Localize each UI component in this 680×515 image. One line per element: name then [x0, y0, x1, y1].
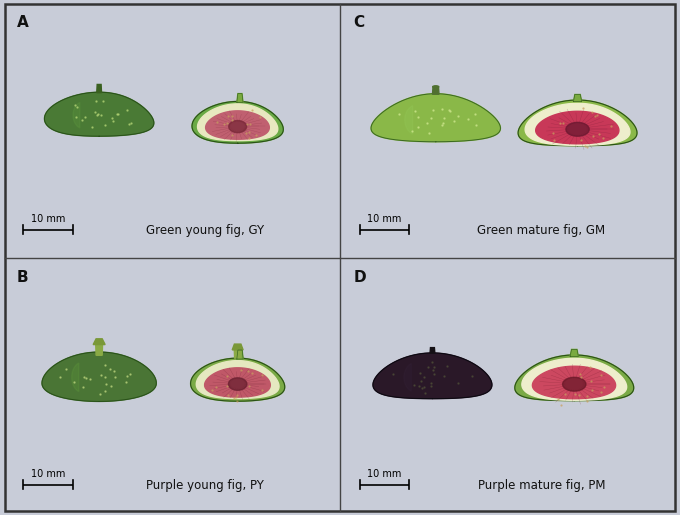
Polygon shape	[234, 348, 241, 358]
Text: Green mature fig, GM: Green mature fig, GM	[477, 225, 605, 237]
Polygon shape	[430, 348, 435, 353]
Polygon shape	[44, 92, 154, 136]
Polygon shape	[573, 94, 581, 101]
Polygon shape	[232, 344, 243, 350]
Polygon shape	[205, 368, 271, 397]
Text: Purple: Purple	[23, 474, 28, 475]
Text: D: D	[354, 270, 366, 285]
Text: Purple mature fig, PM: Purple mature fig, PM	[477, 479, 605, 492]
Ellipse shape	[432, 86, 439, 88]
Text: Green young fig, GY: Green young fig, GY	[146, 225, 264, 237]
Polygon shape	[190, 358, 285, 401]
Polygon shape	[237, 94, 243, 102]
Polygon shape	[237, 350, 243, 359]
Polygon shape	[228, 121, 247, 133]
Polygon shape	[371, 94, 500, 142]
Polygon shape	[570, 349, 579, 356]
Polygon shape	[373, 353, 492, 399]
Text: 10 mm: 10 mm	[31, 214, 65, 224]
Polygon shape	[404, 364, 411, 391]
Polygon shape	[205, 111, 269, 139]
Text: B: B	[17, 270, 29, 285]
Polygon shape	[197, 360, 279, 399]
Polygon shape	[536, 111, 619, 144]
Text: Green: Green	[23, 219, 28, 220]
Text: Purple: Purple	[360, 474, 364, 475]
Polygon shape	[192, 101, 284, 143]
Polygon shape	[93, 339, 105, 345]
Polygon shape	[228, 378, 247, 390]
Polygon shape	[532, 366, 615, 399]
Polygon shape	[432, 87, 439, 94]
Polygon shape	[97, 84, 101, 93]
Polygon shape	[198, 104, 277, 141]
Text: 10 mm: 10 mm	[31, 469, 65, 478]
Polygon shape	[73, 102, 80, 128]
Text: Purple young fig, PY: Purple young fig, PY	[146, 479, 264, 492]
Polygon shape	[562, 377, 586, 391]
Polygon shape	[515, 355, 634, 401]
Text: C: C	[354, 15, 364, 30]
Polygon shape	[518, 100, 637, 146]
Polygon shape	[525, 104, 630, 145]
Polygon shape	[96, 342, 103, 355]
Text: Green: Green	[360, 219, 364, 220]
Polygon shape	[566, 123, 589, 136]
Polygon shape	[42, 352, 156, 401]
Polygon shape	[522, 358, 627, 400]
Polygon shape	[71, 363, 79, 391]
Polygon shape	[405, 106, 413, 134]
Text: 10 mm: 10 mm	[367, 214, 402, 224]
Text: 10 mm: 10 mm	[367, 469, 402, 478]
Text: A: A	[17, 15, 29, 30]
